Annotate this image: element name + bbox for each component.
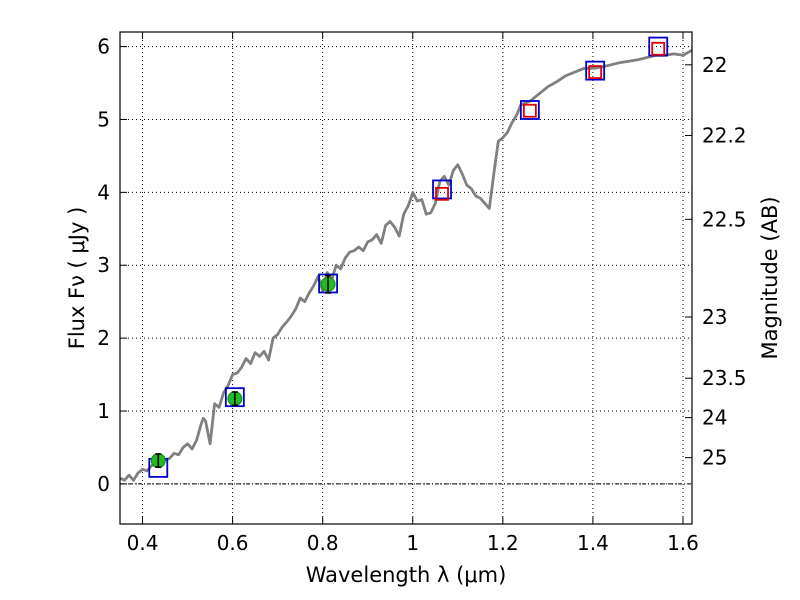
x-tick-label: 1 bbox=[406, 531, 419, 555]
y-tick-label: 3 bbox=[97, 253, 110, 277]
y-tick-label: 5 bbox=[97, 107, 110, 131]
y-tick-label: 4 bbox=[97, 180, 110, 204]
y2-tick-label: 22 bbox=[702, 53, 727, 77]
y2-tick-label: 22.2 bbox=[702, 124, 747, 148]
axis-ticks: 0.4 0.6 0.8 1 1.2 1.4 1.601234562222.222.52323… bbox=[97, 32, 747, 555]
x-tick-label: 1.4 bbox=[577, 531, 609, 555]
model-band-square bbox=[432, 179, 452, 200]
model-band-square bbox=[585, 60, 606, 81]
spectrum-line bbox=[119, 48, 693, 482]
model-band-square bbox=[519, 100, 540, 120]
x-tick-label: 1.6 bbox=[667, 531, 699, 555]
observed-limit-square bbox=[522, 103, 537, 118]
y2-tick-label: 25 bbox=[702, 446, 727, 470]
y-tick-label: 6 bbox=[97, 35, 110, 59]
y2-tick-label: 23.5 bbox=[702, 366, 747, 390]
y2-tick-label: 23 bbox=[702, 305, 727, 329]
y2-tick-label: 24 bbox=[702, 406, 727, 430]
y2-tick-label: 22.5 bbox=[702, 207, 747, 231]
x-tick-label: 0.8 bbox=[307, 531, 339, 555]
x-tick-label: 0.6 bbox=[217, 531, 249, 555]
observed-limit-square bbox=[588, 65, 603, 79]
observed-limit-square bbox=[435, 186, 449, 201]
y-tick-label: 2 bbox=[97, 326, 110, 350]
plot-frame bbox=[119, 31, 693, 525]
model-band-square bbox=[224, 387, 245, 408]
observed-limit-square bbox=[651, 41, 666, 56]
x-axis-title: Wavelength λ (μm) bbox=[306, 563, 507, 587]
y-axis-title: Flux Fν ( μJy ) bbox=[65, 207, 89, 350]
y2-axis-title: Magnitude (AB) bbox=[758, 196, 782, 359]
grid bbox=[120, 32, 692, 524]
plot-series bbox=[119, 36, 693, 482]
x-tick-label: 0.4 bbox=[127, 531, 159, 555]
y-tick-label: 1 bbox=[97, 399, 110, 423]
y-tick-label: 0 bbox=[97, 472, 110, 496]
x-tick-label: 1.2 bbox=[487, 531, 519, 555]
